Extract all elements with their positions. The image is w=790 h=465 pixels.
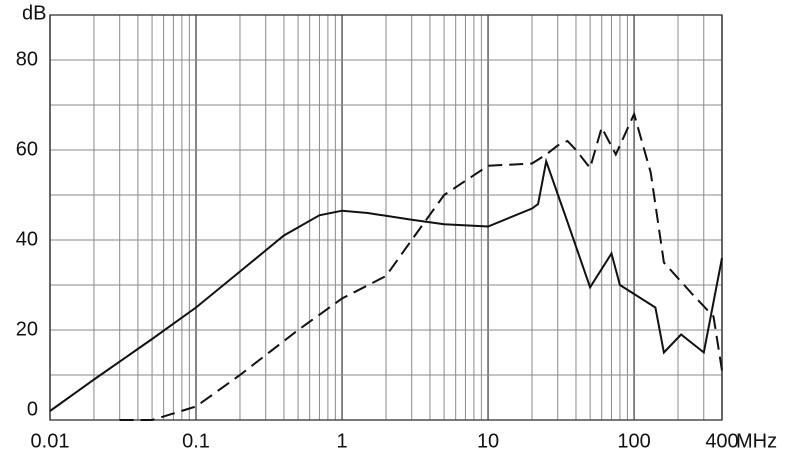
x-tick-label: 0.01 bbox=[31, 430, 70, 452]
x-tick-label: 100 bbox=[617, 430, 650, 452]
data-line bbox=[119, 111, 723, 421]
plot-frame bbox=[49, 14, 723, 421]
y-axis-label: dB bbox=[22, 2, 46, 24]
x-tick-label: 0.1 bbox=[182, 430, 210, 452]
x-tick-label: 10 bbox=[477, 430, 499, 452]
x-tick-label: 400 bbox=[705, 430, 738, 452]
grid bbox=[49, 15, 723, 421]
y-tick-label: 80 bbox=[16, 48, 38, 70]
data-line bbox=[49, 157, 723, 412]
y-tick-label: 40 bbox=[16, 228, 38, 250]
y-tick-label: 60 bbox=[16, 138, 38, 160]
y-tick-label: 20 bbox=[16, 318, 38, 340]
x-axis-label: MHz bbox=[736, 430, 777, 452]
x-tick-label: 1 bbox=[336, 430, 347, 452]
y-tick-label: 0 bbox=[27, 398, 38, 420]
